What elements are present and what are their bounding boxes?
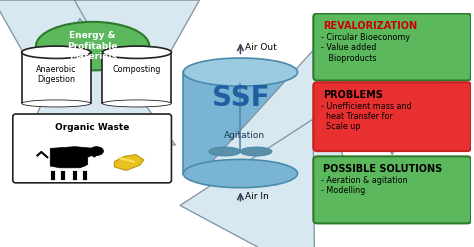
- Ellipse shape: [183, 58, 298, 86]
- Text: Air Out: Air Out: [246, 43, 277, 52]
- FancyBboxPatch shape: [13, 114, 172, 183]
- Text: - Unefficient mass and
  heat Transfer for
  Scale up: - Unefficient mass and heat Transfer for…: [321, 102, 412, 131]
- FancyBboxPatch shape: [313, 14, 471, 81]
- Text: Agitation: Agitation: [224, 131, 265, 140]
- Text: Energy &
Profitable
Materials: Energy & Profitable Materials: [67, 31, 118, 61]
- Text: REVALORIZATION: REVALORIZATION: [323, 21, 417, 31]
- Text: Composting: Composting: [113, 64, 161, 74]
- Ellipse shape: [90, 147, 103, 155]
- Text: POSSIBLE SOLUTIONS: POSSIBLE SOLUTIONS: [323, 164, 442, 174]
- Ellipse shape: [22, 46, 91, 59]
- Ellipse shape: [102, 100, 172, 107]
- Text: PROBLEMS: PROBLEMS: [323, 90, 383, 100]
- Ellipse shape: [102, 46, 172, 59]
- FancyBboxPatch shape: [313, 156, 471, 223]
- Bar: [22, 52, 91, 103]
- Polygon shape: [50, 147, 98, 168]
- Text: Anaerobic
Digestion: Anaerobic Digestion: [36, 65, 76, 84]
- Bar: [183, 72, 298, 174]
- Ellipse shape: [209, 147, 240, 156]
- FancyBboxPatch shape: [313, 82, 471, 151]
- Text: Organic Waste: Organic Waste: [55, 123, 129, 132]
- Text: SSF: SSF: [211, 84, 269, 112]
- Ellipse shape: [240, 147, 272, 156]
- Ellipse shape: [183, 160, 298, 188]
- Polygon shape: [114, 155, 144, 170]
- Ellipse shape: [36, 22, 149, 70]
- Text: - Aeration & agitation
- Modelling: - Aeration & agitation - Modelling: [321, 176, 408, 195]
- Text: Air In: Air In: [246, 192, 269, 201]
- Bar: [102, 52, 172, 103]
- Ellipse shape: [22, 100, 91, 107]
- Text: - Circular Bioeconomy
- Value added
   Bioproducts: - Circular Bioeconomy - Value added Biop…: [321, 33, 410, 63]
